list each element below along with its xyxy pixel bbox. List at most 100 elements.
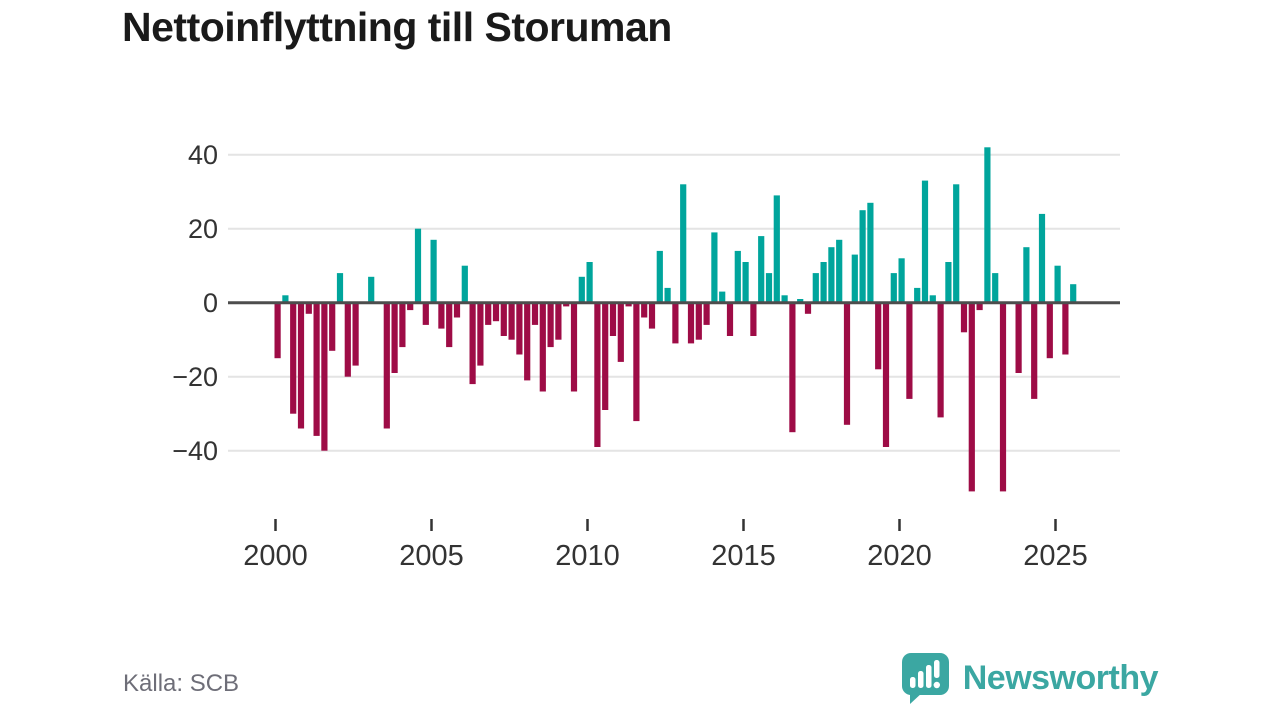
bar-2015-q2	[750, 302, 757, 336]
bar-2015-q1	[742, 262, 749, 303]
bar-2007-q2	[500, 302, 507, 336]
bar-2008-q4	[547, 302, 554, 348]
bar-2006-q2	[469, 302, 476, 385]
x-axis-ticks	[274, 519, 1057, 531]
bar-2012-q2	[656, 250, 663, 303]
bar-2007-q3	[508, 302, 515, 340]
bar-2010-q2	[594, 302, 601, 447]
bar-2016-q2	[781, 295, 788, 303]
bar-2016-q3	[789, 302, 796, 433]
svg-text:2000: 2000	[243, 540, 308, 572]
bar-2013-q1	[680, 184, 687, 303]
bar-2024-q1	[1023, 247, 1030, 303]
bar-2007-q1	[492, 302, 500, 322]
bar-2018-q3	[851, 254, 858, 303]
bar-2001-q3	[321, 302, 328, 451]
bar-2021-q3	[945, 262, 952, 303]
bar-2010-q1	[586, 262, 593, 303]
bar-2014-q3	[726, 302, 734, 336]
bar-2006-q4	[485, 302, 492, 325]
bars	[274, 147, 1077, 492]
bar-2021-q1	[929, 295, 936, 303]
bar-2022-q2	[968, 302, 975, 492]
bar-2014-q2	[719, 291, 726, 303]
bar-2011-q3	[633, 302, 640, 422]
bar-2017-q2	[812, 273, 819, 303]
bar-2005-q1	[430, 239, 437, 303]
bar-2001-q4	[329, 302, 336, 351]
bar-2013-q4	[703, 302, 710, 325]
bar-2019-q4	[890, 273, 897, 303]
bar-2004-q4	[422, 302, 429, 325]
bar-2005-q4	[453, 302, 461, 318]
bar-2012-q3	[664, 287, 671, 303]
bar-2015-q3	[758, 236, 765, 303]
y-axis-labels: 40 20 0 −20 −40	[172, 140, 218, 466]
svg-text:0: 0	[203, 288, 218, 318]
bar-2001-q2	[313, 302, 320, 436]
bar-2024-q2	[1031, 302, 1038, 399]
net-migration-bar-chart: 40 20 0 −20 −40 2000 2005 2010 2015 2020 2025	[172, 140, 1120, 572]
bar-2009-q4	[578, 276, 585, 303]
bar-2014-q1	[711, 232, 718, 303]
bar-2003-q3	[383, 302, 390, 429]
bar-2000-q1	[274, 302, 281, 359]
bar-2014-q4	[734, 250, 741, 303]
svg-text:−20: −20	[172, 362, 218, 392]
bar-2017-q4	[828, 247, 835, 303]
bar-2025-q1	[1054, 265, 1061, 303]
bar-2007-q4	[516, 302, 523, 355]
bar-2005-q3	[446, 302, 453, 348]
bar-2019-q1	[867, 202, 874, 303]
bar-2022-q4	[984, 147, 991, 303]
bar-2003-q4	[391, 302, 398, 373]
bar-2015-q4	[765, 273, 773, 303]
bar-2020-q4	[921, 180, 929, 303]
x-axis-labels: 2000 2005 2010 2015 2020 2025	[243, 540, 1088, 572]
bar-2013-q2	[687, 302, 695, 344]
svg-text:20: 20	[188, 214, 218, 244]
bar-2008-q3	[539, 302, 546, 392]
bar-2023-q2	[999, 302, 1007, 492]
svg-text:2010: 2010	[555, 540, 620, 572]
bar-2009-q1	[555, 302, 562, 340]
bar-2018-q2	[843, 302, 851, 425]
bar-2020-q2	[906, 302, 913, 399]
bar-2018-q4	[859, 210, 866, 303]
source-label: Källa: SCB	[123, 670, 240, 697]
svg-text:2020: 2020	[867, 540, 932, 572]
bar-2025-q3	[1070, 284, 1077, 303]
bar-2019-q3	[882, 302, 890, 447]
bar-2024-q4	[1046, 302, 1053, 359]
bar-2002-q3	[352, 302, 359, 366]
bar-2023-q1	[992, 273, 999, 303]
svg-text:−40: −40	[172, 436, 218, 466]
bar-2001-q1	[305, 302, 312, 314]
svg-text:2025: 2025	[1023, 540, 1088, 572]
bar-2018-q1	[836, 239, 843, 303]
bar-2008-q1	[524, 302, 531, 381]
bar-2017-q3	[820, 262, 827, 303]
bar-2002-q2	[344, 302, 351, 377]
bar-2024-q3	[1038, 213, 1046, 303]
bar-2012-q4	[672, 302, 679, 344]
bar-2002-q1	[336, 273, 344, 303]
bar-2013-q3	[695, 302, 702, 340]
bar-2006-q1	[461, 265, 468, 303]
bar-2004-q3	[414, 228, 422, 303]
bar-2021-q4	[953, 184, 960, 303]
bar-2009-q3	[570, 302, 578, 392]
bar-2012-q1	[648, 302, 656, 329]
bar-2010-q3	[602, 302, 609, 410]
bar-2017-q1	[804, 302, 812, 314]
svg-text:2015: 2015	[711, 540, 776, 572]
bar-2020-q1	[898, 258, 905, 303]
bar-2022-q3	[976, 302, 983, 311]
bar-2019-q2	[875, 302, 882, 370]
bar-2021-q2	[937, 302, 944, 418]
bar-2004-q1	[399, 302, 406, 348]
brand-name: Newsworthy	[962, 658, 1159, 697]
page-title: Nettoinflyttning till Storuman	[122, 4, 672, 50]
bar-2016-q4	[797, 299, 804, 303]
